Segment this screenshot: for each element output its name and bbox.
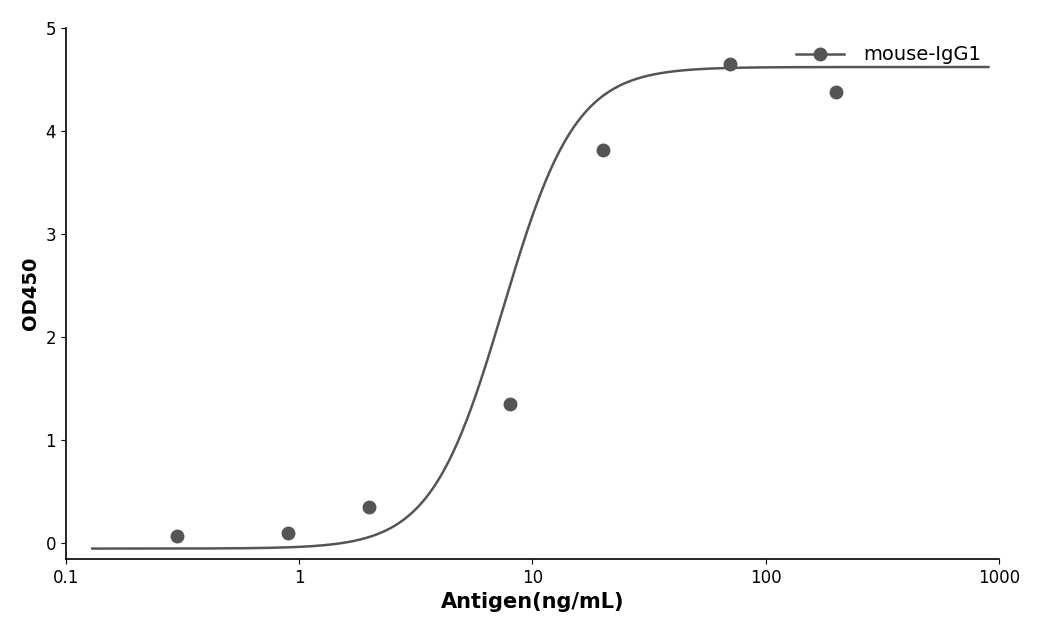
- Point: [721, 59, 738, 69]
- Point: [594, 144, 611, 154]
- Point: [280, 528, 297, 538]
- Point: [502, 399, 518, 410]
- Point: [828, 87, 844, 97]
- Point: [361, 502, 378, 512]
- X-axis label: Antigen(ng/mL): Antigen(ng/mL): [440, 592, 625, 612]
- Y-axis label: OD450: OD450: [21, 256, 40, 330]
- Legend: mouse-IgG1: mouse-IgG1: [788, 37, 989, 72]
- Point: [169, 531, 185, 541]
